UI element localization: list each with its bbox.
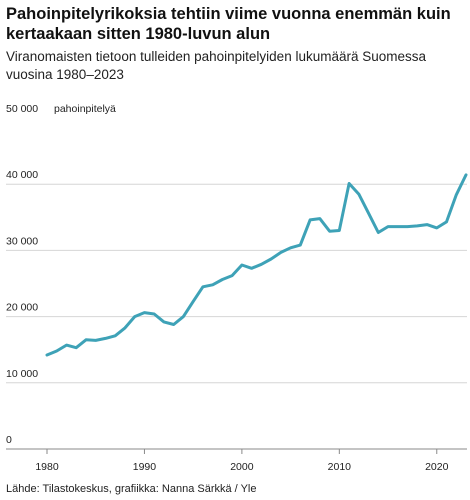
y-tick-label: 30 000: [6, 235, 38, 247]
x-tick-label: 2000: [230, 461, 254, 473]
chart-subtitle: Viranomaisten tietoon tulleiden pahoinpi…: [6, 49, 427, 82]
x-tick-label: 1990: [133, 461, 157, 473]
y-axis-unit-label: pahoinpitelyä: [54, 103, 116, 115]
x-tick-label: 2010: [328, 461, 352, 473]
y-tick-label: 20 000: [6, 302, 38, 314]
x-tick-label: 1980: [35, 461, 59, 473]
y-tick-label: 0: [6, 434, 12, 446]
series-line-layer: [45, 173, 468, 357]
y-axis-labels: 0 10 000 20 000 30 000 40 000 50 000 pahoinpit…: [6, 103, 116, 446]
y-tick-label: 40 000: [6, 169, 38, 181]
line-chart: 0 10 000 20 000 30 000 40 000 50 000 pahoinpit…: [6, 103, 468, 473]
source-note: Lähde: Tilastokeskus, grafiikka: Nanna S…: [6, 483, 257, 495]
y-tick-label: 10 000: [6, 368, 38, 380]
gridlines: [6, 183, 467, 450]
x-tick-label: 2020: [425, 461, 449, 473]
chart-title: Pahoinpitelyrikoksia tehtiin viime vuonn…: [6, 5, 451, 43]
series-line: [45, 173, 468, 357]
x-axis-labels: 1980 1990 2000 2010 2020: [35, 449, 449, 473]
y-tick-label: 50 000: [6, 103, 38, 115]
